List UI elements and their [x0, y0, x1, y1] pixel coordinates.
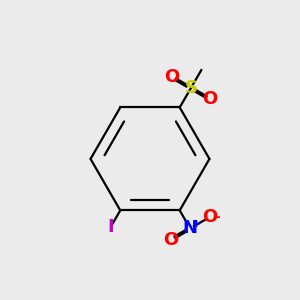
Text: O: O: [164, 68, 179, 86]
Text: N: N: [183, 219, 198, 237]
Text: +: +: [192, 219, 201, 229]
Text: O: O: [163, 231, 178, 249]
Text: -: -: [214, 210, 220, 224]
Text: I: I: [107, 218, 114, 236]
Text: O: O: [202, 90, 218, 108]
Text: S: S: [184, 79, 197, 97]
Text: O: O: [202, 208, 217, 226]
